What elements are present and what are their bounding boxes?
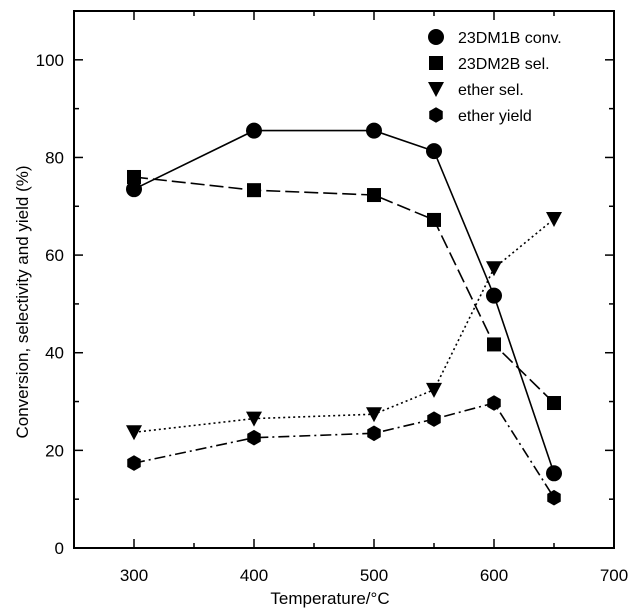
data-point bbox=[427, 212, 441, 227]
series-line bbox=[133, 218, 555, 434]
legend-label: ether yield bbox=[458, 108, 532, 125]
x-tick-label: 400 bbox=[240, 566, 268, 585]
data-point bbox=[367, 188, 381, 203]
data-point bbox=[486, 287, 502, 304]
y-axis-title: Conversion, selectivity and yield (%) bbox=[13, 165, 32, 438]
data-point bbox=[127, 455, 141, 471]
series-1 bbox=[127, 169, 561, 411]
data-point bbox=[247, 183, 261, 198]
x-tick-label: 300 bbox=[120, 566, 148, 585]
series-2 bbox=[126, 211, 562, 441]
y-tick-label: 80 bbox=[45, 148, 64, 167]
data-point bbox=[126, 181, 142, 198]
legend-label: 23DM1B conv. bbox=[458, 30, 562, 47]
data-point bbox=[247, 429, 261, 446]
legend-marker bbox=[429, 56, 443, 70]
legend-marker bbox=[429, 107, 443, 123]
series-line bbox=[133, 176, 555, 404]
data-point bbox=[487, 337, 501, 352]
x-axis-title-text: Temperature/ bbox=[270, 589, 370, 608]
series-line bbox=[133, 129, 555, 474]
data-point bbox=[246, 122, 262, 139]
data-point bbox=[366, 122, 382, 139]
y-tick-label: 20 bbox=[45, 441, 64, 460]
x-tick-label: 600 bbox=[480, 566, 508, 585]
series-3 bbox=[127, 395, 561, 506]
series-line bbox=[133, 402, 555, 499]
plot-frame bbox=[73, 10, 615, 549]
y-tick-label: 0 bbox=[55, 539, 64, 558]
data-point bbox=[547, 396, 561, 411]
x-axis-title-unit: °C bbox=[371, 589, 390, 608]
series-0 bbox=[126, 122, 562, 482]
legend-marker bbox=[428, 82, 444, 97]
data-point bbox=[427, 411, 441, 427]
x-tick-label: 700 bbox=[600, 566, 628, 585]
data-point bbox=[547, 489, 561, 506]
y-tick-label: 100 bbox=[36, 51, 64, 70]
data-point bbox=[367, 425, 381, 442]
data-point bbox=[126, 425, 142, 441]
data-point bbox=[487, 395, 501, 411]
x-axis-title: Temperature/°C bbox=[270, 589, 389, 608]
axis-layer: 300 400 500 600 700 0 20 40 60 80 100 bbox=[36, 10, 628, 585]
x-tick-label: 500 bbox=[360, 566, 388, 585]
y-tick-label: 40 bbox=[45, 344, 64, 363]
plot-area bbox=[73, 10, 615, 549]
data-point bbox=[127, 169, 141, 184]
legend-label: 23DM2B sel. bbox=[458, 56, 550, 73]
data-point bbox=[426, 382, 442, 398]
data-point bbox=[426, 143, 442, 160]
data-point bbox=[246, 411, 262, 427]
series-layer bbox=[126, 122, 562, 506]
y-tick-label: 60 bbox=[45, 246, 64, 265]
data-point bbox=[546, 465, 562, 482]
data-point bbox=[546, 211, 562, 227]
data-point bbox=[366, 407, 382, 423]
legend: 23DM1B conv. 23DM2B sel. ether sel. ether y… bbox=[428, 29, 562, 125]
legend-label: ether sel. bbox=[458, 82, 524, 99]
data-point bbox=[486, 261, 502, 277]
legend-marker bbox=[428, 29, 444, 45]
